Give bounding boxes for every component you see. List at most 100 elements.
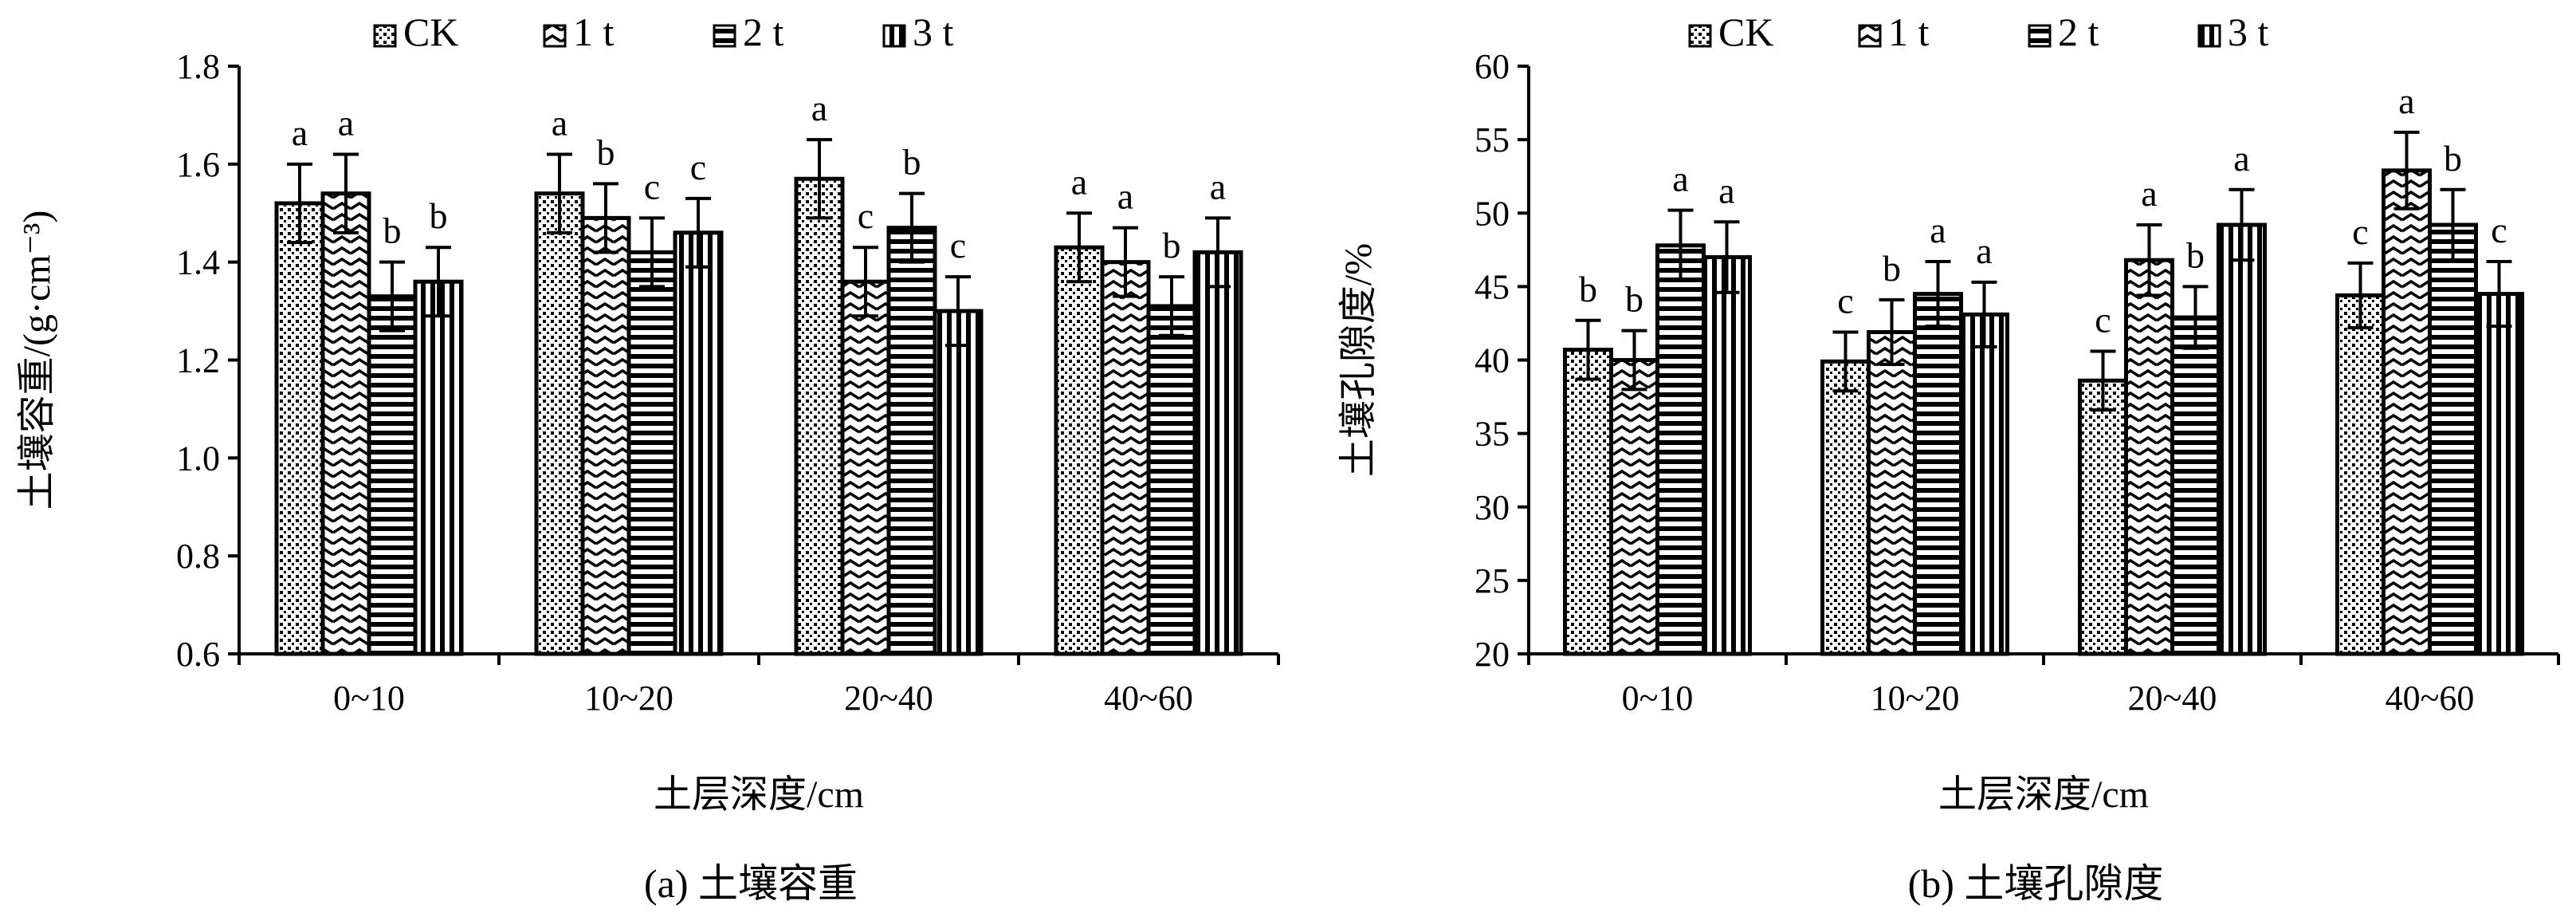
bar-1t-20~40 [840,279,891,656]
legend-label: 2 t [743,10,784,54]
bar-CK-10~20 [534,191,585,656]
x-axis-title: 土层深度/cm [1938,773,2149,816]
legend-swatch [2028,24,2052,48]
significance-label: c [858,195,874,236]
bar-3t-10~20 [673,230,724,656]
x-tick-label: 40~60 [2386,679,2475,718]
legend-swatch [1688,24,1712,48]
panel-caption: (a) 土壤容重 [644,861,858,906]
bar-1t-10~20 [1867,329,1917,656]
legend-label: 1 t [573,10,615,54]
bar-2t-20~40 [886,226,937,656]
legend-label: 3 t [2228,10,2269,54]
bar-3t-0~10 [413,279,464,656]
bar-CK-20~40 [2078,378,2128,656]
legend-label: 2 t [2058,10,2099,54]
x-tick-label: 20~40 [2128,679,2217,718]
legend-swatch [882,24,906,48]
x-tick-label: 20~40 [844,679,933,718]
y-tick-label: 55 [1475,120,1510,159]
bar-3t-10~20 [1959,312,2009,656]
y-axis-title: 土壤孔隙度/% [1337,243,1380,477]
x-tick-label: 10~20 [584,679,673,718]
bar-2t-10~20 [626,250,677,656]
legend-swatch [1858,24,1882,48]
legend: CK 1 t 2 t 3 t [373,10,954,54]
legend-swatch [2197,24,2221,48]
significance-label: c [2352,211,2368,252]
significance-label: c [950,225,966,266]
y-tick-label: 1.2 [176,341,220,380]
y-tick-label: 1.4 [176,243,220,282]
bar-3t-40~60 [2474,292,2524,656]
bar-1t-20~40 [2124,258,2174,656]
y-tick-label: 25 [1475,561,1510,600]
y-axis-title: 土壤容重/(g·cm⁻³) [16,211,58,510]
y-tick-label: 30 [1475,488,1510,527]
significance-label: b [1163,225,1181,266]
bar-CK-40~60 [2335,293,2386,656]
legend-label: CK [403,10,458,54]
significance-label: b [597,132,615,172]
x-tick-label: 0~10 [1622,679,1694,718]
significance-label: b [2186,234,2205,275]
bar-2t-0~10 [367,294,418,656]
significance-label: a [1071,161,1087,202]
significance-label: c [644,166,660,207]
bar-1t-10~20 [580,215,631,656]
bar-CK-0~10 [274,201,325,656]
legend-swatch [713,24,736,48]
bar-2t-0~10 [1655,243,1706,656]
bar-CK-10~20 [1820,359,1871,656]
x-tick-label: 10~20 [1871,679,1960,718]
bar-3t-40~60 [1192,250,1243,656]
bar-2t-20~40 [2170,315,2221,656]
bar-3t-20~40 [2217,222,2267,656]
bar-1t-40~60 [2382,168,2432,656]
significance-label: a [2141,173,2157,214]
significance-label: b [430,195,448,236]
significance-label: b [1883,248,1901,289]
significance-label: b [2444,138,2462,179]
significance-label: a [1930,210,1946,250]
legend-swatch [543,24,567,48]
x-tick-label: 0~10 [333,679,405,718]
significance-label: a [1976,230,1992,271]
legend-label: 3 t [913,10,954,54]
significance-label: b [903,142,921,183]
significance-label: a [292,112,308,153]
significance-label: a [811,88,827,128]
x-tick-label: 40~60 [1104,679,1193,718]
significance-label: a [338,103,354,144]
legend-label: CK [1718,10,1773,54]
bar-2t-10~20 [1913,292,1963,656]
significance-label: a [2233,138,2249,179]
legend-label: 1 t [1888,10,1930,54]
significance-label: c [1837,280,1853,321]
bar-CK-20~40 [794,176,845,656]
bar-3t-20~40 [933,309,984,656]
y-tick-label: 50 [1475,194,1510,233]
bar-3t-0~10 [1702,255,1752,656]
bar-2t-40~60 [2428,222,2478,656]
y-tick-label: 1.8 [176,47,220,86]
y-tick-label: 45 [1475,267,1510,306]
significance-label: a [1210,166,1226,207]
significance-label: c [690,147,706,187]
panel-caption: (b) 土壤孔隙度 [1908,861,2164,906]
y-tick-label: 0.8 [176,537,220,576]
legend: CK 1 t 2 t 3 t [1688,10,2269,54]
y-tick-label: 40 [1475,341,1510,380]
significance-label: c [2095,299,2111,340]
y-tick-label: 1.0 [176,439,220,478]
bar-CK-40~60 [1054,245,1105,656]
significance-label: a [1718,170,1734,211]
significance-label: c [2491,210,2507,250]
legend-swatch [373,24,397,48]
significance-label: a [1117,176,1133,217]
bar-CK-0~10 [1563,348,1613,656]
bar-2t-40~60 [1146,304,1197,656]
